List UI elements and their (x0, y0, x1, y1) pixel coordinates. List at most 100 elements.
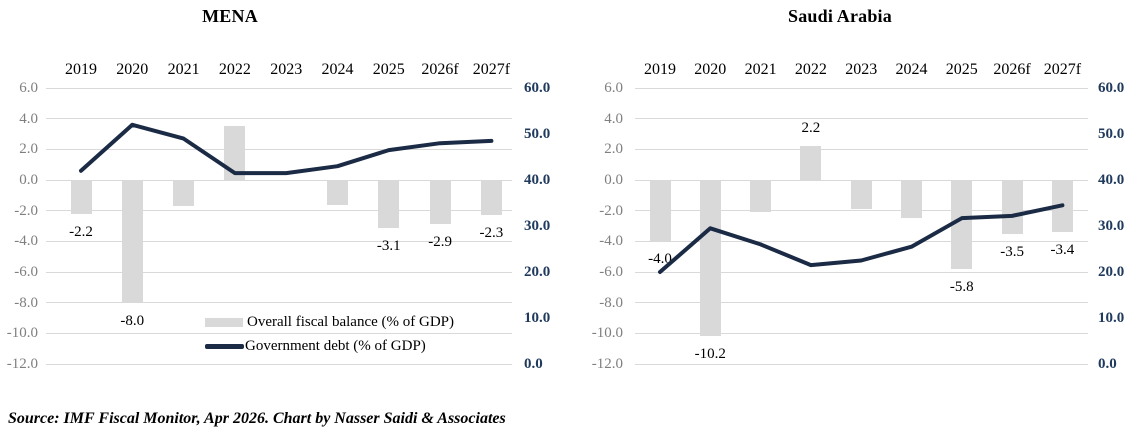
x-axis-label: 2021 (167, 61, 200, 78)
y-axis-label-right: 10.0 (1098, 310, 1125, 326)
bar-2019 (649, 180, 671, 242)
y-axis-label-left: -12.0 (591, 356, 623, 372)
x-axis-label: 2019 (65, 61, 97, 78)
y-axis-label-left: 0.0 (19, 172, 38, 188)
y-axis-label-left: -10.0 (591, 325, 623, 342)
legend-item-fiscal-balance: Overall fiscal balance (% of GDP) (205, 313, 454, 331)
y-axis-label-right: 30.0 (1098, 218, 1125, 234)
legend-label-fiscal-balance: Overall fiscal balance (% of GDP) (247, 313, 454, 330)
bar-2027f (480, 180, 502, 216)
gridline (46, 271, 512, 273)
data-label: -2.9 (428, 234, 452, 251)
data-label: -10.2 (694, 346, 726, 363)
legend-label-government-debt: Government debt (% of GDP) (245, 337, 426, 354)
gridline (635, 118, 1088, 120)
bar-2022 (800, 146, 822, 180)
y-axis-label-left: 0.0 (604, 172, 623, 188)
bar-2025 (378, 180, 400, 228)
data-label: 2.2 (801, 120, 821, 137)
y-axis-label-left: -10.0 (6, 325, 38, 342)
y-axis-label-left: -8.0 (599, 294, 623, 311)
x-axis-label: 2024 (895, 61, 928, 78)
bar-2026f (1001, 180, 1023, 234)
data-label: -8.0 (120, 312, 145, 329)
x-axis-label: 2025 (945, 61, 978, 78)
data-label: -5.8 (949, 278, 974, 295)
bar-2026f (429, 180, 451, 225)
y-axis-label-right: 30.0 (524, 218, 551, 234)
y-axis-label-right: 40.0 (1098, 172, 1125, 188)
bar-2021 (173, 180, 195, 207)
y-axis-label-left: -2.0 (599, 202, 623, 219)
gridline (46, 179, 512, 181)
legend-bar-swatch-icon (205, 317, 243, 327)
data-label: -3.1 (376, 237, 401, 254)
bar-2021 (750, 180, 772, 213)
x-axis-label: 2022 (794, 61, 827, 78)
x-axis-label: 2026f (993, 61, 1031, 78)
x-axis-label: 2027f (1043, 61, 1082, 78)
bar-2022 (224, 126, 246, 180)
y-axis-label-right: 20.0 (524, 264, 551, 280)
bar-2024 (327, 180, 348, 205)
bar-2019 (70, 180, 92, 214)
gridline (46, 148, 512, 150)
gridline (635, 148, 1088, 150)
bar-2025 (951, 180, 973, 269)
chart-panel-mena: MENA 6.0 4.0 2.0 0.0 -2.0 -4.0 -6.0 -8.0 -10.0 -1… (6, 6, 551, 372)
gridline (635, 302, 1088, 304)
gridline (635, 363, 1088, 365)
bar-2027f (1051, 180, 1073, 233)
x-axis-label: 2023 (270, 61, 303, 78)
y-axis-label-left: 4.0 (19, 110, 38, 127)
y-axis-label-left: -8.0 (14, 294, 38, 311)
y-axis-label-left: -12.0 (6, 356, 38, 372)
gridline (46, 302, 512, 304)
chart-title-saudi-arabia: Saudi Arabia (788, 6, 892, 26)
x-axis-label: 2020 (694, 61, 727, 78)
x-axis-label: 2020 (116, 61, 149, 78)
y-axis-label-left: 2.0 (604, 141, 623, 158)
y-axis-label-left: 4.0 (604, 110, 623, 127)
y-axis-label-left: -4.0 (599, 233, 623, 250)
bar-2020 (121, 180, 143, 303)
x-axis-label: 2022 (218, 61, 251, 78)
gridline (46, 118, 512, 120)
y-axis-label-left: 6.0 (19, 80, 38, 96)
data-label: -2.2 (69, 223, 93, 240)
gridline (46, 332, 512, 334)
x-axis-label: 2027f (472, 61, 511, 78)
y-axis-label-right: 40.0 (524, 172, 551, 188)
gridline (46, 210, 512, 212)
source-note: Source: IMF Fiscal Monitor, Apr 2026. Ch… (8, 410, 506, 427)
gridline (635, 332, 1088, 334)
y-axis-label-right: 20.0 (1098, 264, 1125, 280)
x-axis-label: 2021 (744, 61, 777, 78)
x-axis-label: 2026f (421, 61, 459, 78)
y-axis-label-right: 60.0 (1098, 80, 1125, 96)
x-axis-label: 2025 (372, 61, 405, 78)
chart-panel-saudi-arabia: Saudi Arabia 6.0 4.0 2.0 0.0 -2.0 -4.0 -6.0 -8.… (573, 0, 1146, 446)
y-axis-label-left: 2.0 (19, 141, 38, 158)
bar-2020 (699, 180, 721, 337)
x-axis-label: 2019 (644, 61, 676, 78)
y-axis-label-right: 50.0 (1098, 126, 1125, 142)
y-axis-label-left: -6.0 (14, 264, 38, 280)
bar-2024 (901, 180, 922, 219)
y-axis-label-right: 60.0 (524, 80, 551, 96)
x-axis-label: 2023 (845, 61, 878, 78)
data-label: -4.0 (648, 251, 672, 268)
y-axis-label-right: 0.0 (1098, 356, 1117, 372)
data-label: -2.3 (479, 225, 504, 242)
y-axis-label-right: 0.0 (524, 356, 543, 372)
gridline (46, 363, 512, 365)
y-axis-label-left: -4.0 (14, 233, 38, 250)
legend-item-government-debt: Government debt (% of GDP) (205, 337, 454, 355)
y-axis-label-left: -2.0 (14, 202, 38, 219)
y-axis-label-right: 10.0 (524, 310, 551, 326)
y-axis-label-left: -6.0 (599, 264, 623, 280)
data-label: -3.4 (1050, 242, 1075, 259)
legend-line-swatch-icon (205, 343, 244, 349)
x-axis-label: 2024 (321, 61, 354, 78)
y-axis-label-right: 50.0 (524, 126, 551, 142)
